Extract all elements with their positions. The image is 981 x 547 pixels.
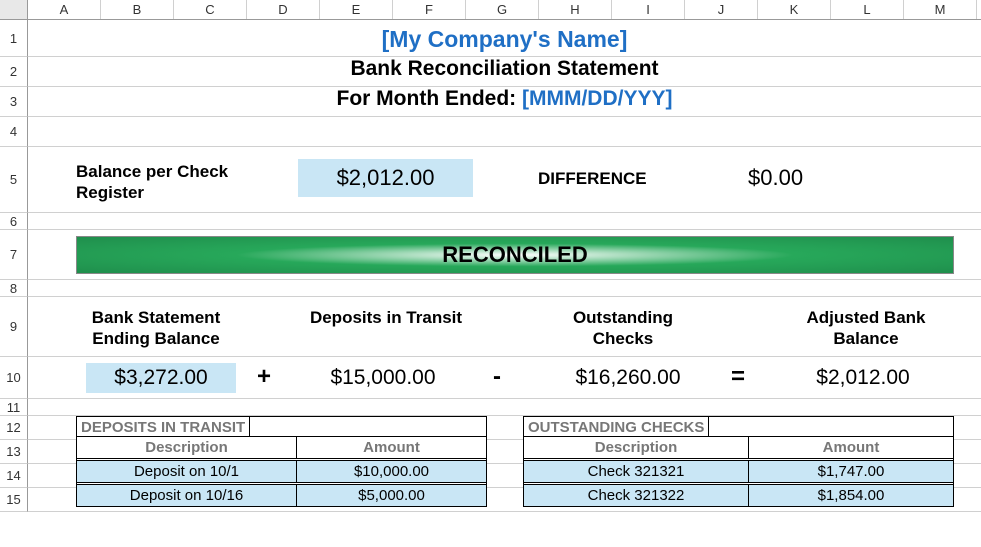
cell-row-7[interactable]: RECONCILED (28, 230, 981, 280)
col-header-A[interactable]: A (28, 0, 101, 19)
row-header-13[interactable]: 13 (0, 440, 28, 464)
cell-row-10[interactable]: $3,272.00 + $15,000.00 - $16,260.00 = $2… (28, 357, 981, 399)
company-name: [My Company's Name] (28, 20, 981, 53)
col-header-B[interactable]: B (101, 0, 174, 19)
row-header-9[interactable]: 9 (0, 297, 28, 357)
period-date: [MMM/DD/YYY] (522, 87, 673, 110)
cell-row-6[interactable] (28, 213, 981, 230)
cell-row-11[interactable] (28, 399, 981, 416)
row-header-2[interactable]: 2 (0, 57, 28, 87)
col-header-M[interactable]: M (904, 0, 977, 19)
col-header-I[interactable]: I (612, 0, 685, 19)
balance-register-label: Balance per Check Register (76, 161, 266, 204)
check-row-2-amount[interactable]: $1,854.00 (749, 485, 954, 507)
row-header-6[interactable]: 6 (0, 213, 28, 230)
operator-plus: + (257, 363, 271, 391)
period-prefix: For Month Ended: (337, 87, 522, 110)
spreadsheet-view: A B C D E F G H I J K L M 1 [My Company'… (0, 0, 981, 547)
column-header-row: A B C D E F G H I J K L M (0, 0, 981, 20)
cell-row-15[interactable]: Deposit on 10/16 $5,000.00 Check 321322 … (28, 488, 981, 512)
deposits-table-r2: Deposit on 10/16 $5,000.00 (76, 416, 487, 507)
checks-table-r2: Check 321322 $1,854.00 (523, 416, 954, 507)
col-header-H[interactable]: H (539, 0, 612, 19)
col-header-C[interactable]: C (174, 0, 247, 19)
period-line: For Month Ended: [MMM/DD/YYY] (28, 87, 981, 111)
value-deposits-transit: $15,000.00 (308, 363, 458, 393)
cell-row-3[interactable]: For Month Ended: [MMM/DD/YYY] (28, 87, 981, 117)
balance-register-value[interactable]: $2,012.00 (298, 159, 473, 197)
header-bank-ending: Bank Statement Ending Balance (76, 307, 236, 350)
select-all-corner[interactable] (0, 0, 28, 19)
row-header-8[interactable]: 8 (0, 280, 28, 297)
row-header-14[interactable]: 14 (0, 464, 28, 488)
row-header-11[interactable]: 11 (0, 399, 28, 416)
col-header-E[interactable]: E (320, 0, 393, 19)
difference-value: $0.00 (748, 165, 803, 191)
col-header-G[interactable]: G (466, 0, 539, 19)
operator-equals: = (731, 363, 745, 391)
deposit-row-2-desc[interactable]: Deposit on 10/16 (77, 485, 297, 507)
col-header-D[interactable]: D (247, 0, 320, 19)
check-row-2-desc[interactable]: Check 321322 (524, 485, 749, 507)
row-header-10[interactable]: 10 (0, 357, 28, 399)
row-header-12[interactable]: 12 (0, 416, 28, 440)
cell-row-2[interactable]: Bank Reconciliation Statement (28, 57, 981, 87)
value-bank-ending[interactable]: $3,272.00 (86, 363, 236, 393)
header-outstanding-checks: Outstanding Checks (543, 307, 703, 350)
col-header-L[interactable]: L (831, 0, 904, 19)
value-outstanding-checks: $16,260.00 (548, 363, 708, 393)
cell-row-5[interactable]: Balance per Check Register $2,012.00 DIF… (28, 147, 981, 213)
deposit-row-2-amount[interactable]: $5,000.00 (297, 485, 487, 507)
operator-minus: - (493, 363, 501, 391)
header-deposits-transit: Deposits in Transit (306, 307, 466, 328)
row-header-1[interactable]: 1 (0, 20, 28, 57)
cell-row-1[interactable]: [My Company's Name] (28, 20, 981, 57)
cell-row-4[interactable] (28, 117, 981, 147)
reconciled-status-bar: RECONCILED (76, 236, 954, 274)
row-header-15[interactable]: 15 (0, 488, 28, 512)
difference-label: DIFFERENCE (538, 169, 647, 189)
row-header-3[interactable]: 3 (0, 87, 28, 117)
row-header-7[interactable]: 7 (0, 230, 28, 280)
row-header-5[interactable]: 5 (0, 147, 28, 213)
col-header-K[interactable]: K (758, 0, 831, 19)
statement-title: Bank Reconciliation Statement (28, 57, 981, 81)
row-header-4[interactable]: 4 (0, 117, 28, 147)
col-header-F[interactable]: F (393, 0, 466, 19)
header-adjusted-balance: Adjusted Bank Balance (786, 307, 946, 350)
col-header-J[interactable]: J (685, 0, 758, 19)
value-adjusted-balance: $2,012.00 (788, 363, 938, 393)
cell-row-8[interactable] (28, 280, 981, 297)
cell-row-9[interactable]: Bank Statement Ending Balance Deposits i… (28, 297, 981, 357)
